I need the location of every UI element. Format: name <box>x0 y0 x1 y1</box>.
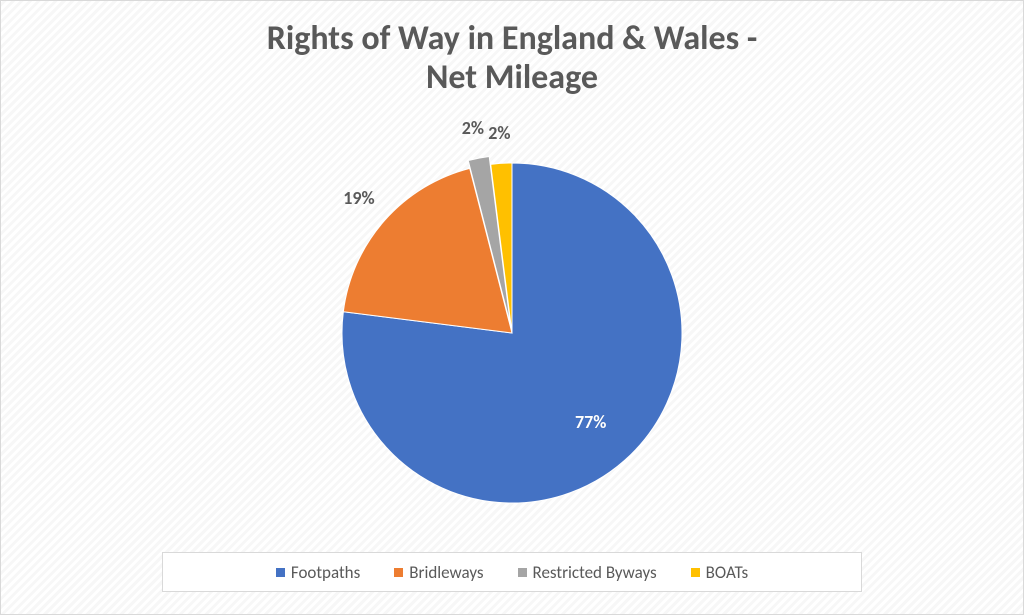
legend-item-restricted-byways: Restricted Byways <box>518 562 657 583</box>
legend: Footpaths Bridleways Restricted Byways BOAT… <box>162 552 862 592</box>
chart-container: Rights of Way in England & Wales - Net M… <box>0 0 1024 615</box>
legend-label: Footpaths <box>291 562 360 583</box>
legend-label: BOATs <box>706 562 748 583</box>
data-label-footpaths: 77% <box>575 411 606 433</box>
legend-swatch <box>394 568 403 577</box>
data-label-boats: 2% <box>488 122 510 144</box>
legend-item-footpaths: Footpaths <box>276 562 360 583</box>
legend-swatch <box>276 568 285 577</box>
legend-item-boats: BOATs <box>691 562 748 583</box>
data-label-bridleways: 19% <box>343 187 374 209</box>
chart-title-line2: Net Mileage <box>426 57 598 98</box>
pie-chart: 77%19%2%2% <box>328 149 696 517</box>
data-label-restricted-byways: 2% <box>462 117 484 139</box>
chart-title-line1: Rights of Way in England & Wales - <box>267 18 758 59</box>
legend-swatch <box>518 568 527 577</box>
legend-label: Bridleways <box>409 562 483 583</box>
chart-title: Rights of Way in England & Wales - Net M… <box>1 19 1023 97</box>
legend-item-bridleways: Bridleways <box>394 562 483 583</box>
legend-label: Restricted Byways <box>533 562 657 583</box>
legend-swatch <box>691 568 700 577</box>
